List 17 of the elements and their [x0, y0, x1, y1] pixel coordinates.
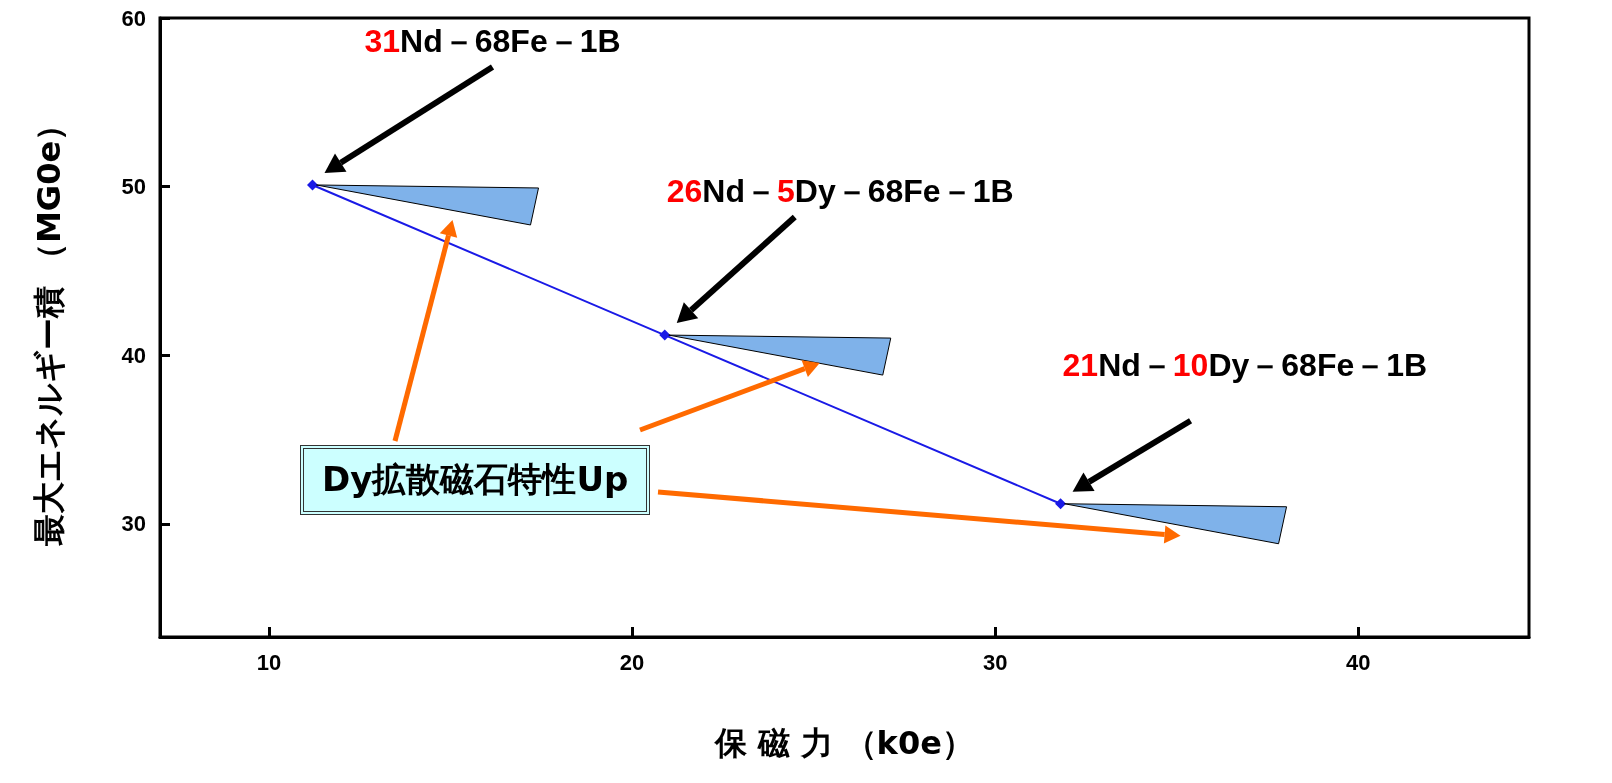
x-axis-title: 保 磁 力 （k0e） — [714, 724, 974, 762]
y-tick-label: 40 — [121, 342, 146, 368]
x-tick-label: 30 — [982, 649, 1008, 675]
y-tick-label: 50 — [121, 174, 146, 200]
text: 26Nd－5Dy－68Fe－1B — [666, 173, 1014, 210]
point — [1055, 498, 1067, 510]
point — [307, 179, 319, 191]
x-tick-label: 20 — [619, 649, 645, 675]
y-tick-label: 30 — [121, 511, 146, 537]
annotation: Dy拡散磁石特性Up — [300, 445, 651, 515]
y-tick-label: 60 — [121, 5, 146, 31]
annotation: 31Nd－68Fe－1B — [364, 22, 621, 59]
text: 21Nd－10Dy－68Fe－1B — [1062, 346, 1428, 383]
x-tick-label: 10 — [256, 649, 282, 675]
y-axis-title: 最大エネルギー積 （MG0e） — [30, 108, 68, 547]
x-tick-label: 40 — [1346, 649, 1371, 675]
point — [659, 329, 671, 341]
